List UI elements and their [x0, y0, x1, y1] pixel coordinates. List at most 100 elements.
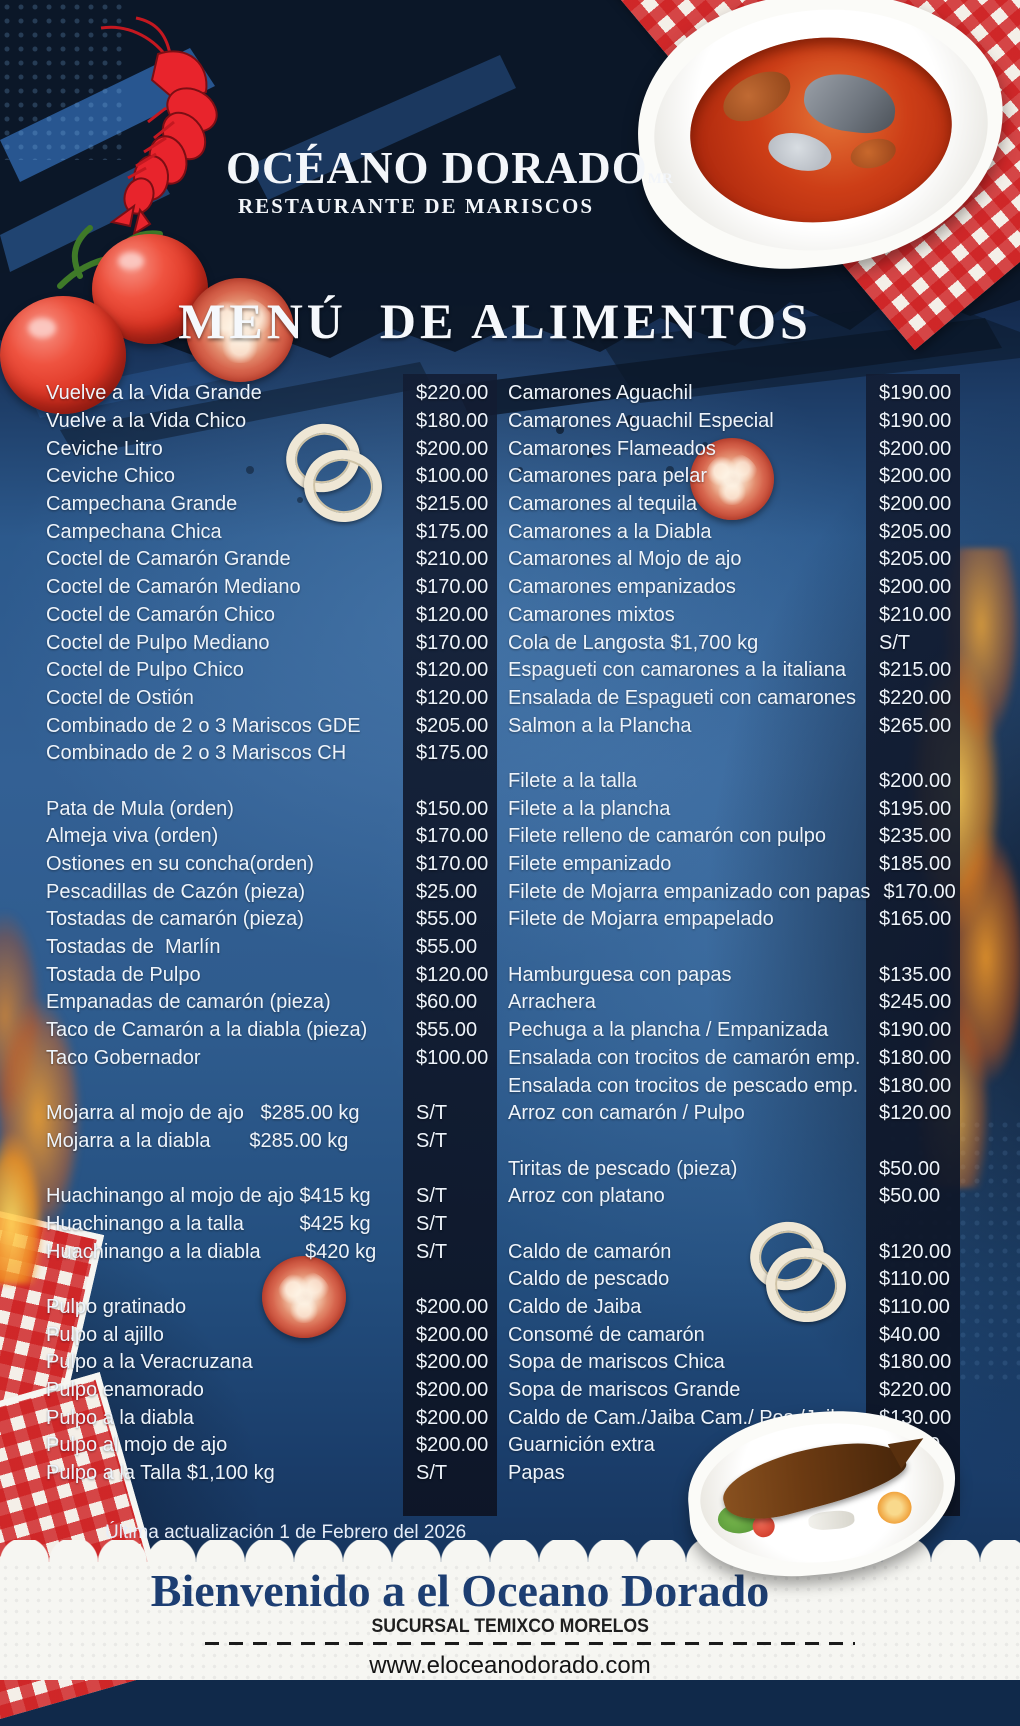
- menu-column-right: Camarones Aguachil $190.00 Camarones Agu…: [508, 374, 960, 1516]
- menu-item-price: $120.00: [879, 1102, 952, 1125]
- menu-item-name: Pescadillas de Cazón (pieza): [46, 880, 306, 903]
- menu-item-price: $210.00: [416, 548, 489, 571]
- menu-item-row: Camarones Aguachil $190.00: [508, 380, 960, 408]
- menu-item-price: $190.00: [879, 1019, 952, 1042]
- menu-item-price: $200.00: [879, 576, 952, 599]
- menu-item-price: $100.00: [416, 465, 489, 488]
- menu-item-row: Pescadillas de Cazón (pieza) $25.00: [46, 878, 497, 906]
- menu-item-price: $220.00: [879, 1379, 952, 1402]
- menu-item-price: $100.00: [416, 1046, 489, 1069]
- menu-item-row: Pulpo a la Veracruzana $200.00: [46, 1349, 497, 1377]
- tomato-slice: [262, 1256, 346, 1338]
- menu-item-row: Coctel de Camarón Chico $120.00: [46, 602, 497, 630]
- menu-item-price: $235.00: [879, 825, 952, 848]
- welcome-message: Bienvenido a el Oceano Dorado: [150, 1565, 770, 1616]
- menu-item-price: $180.00: [416, 410, 489, 433]
- menu-item-name: Camarones a la Diabla: [508, 520, 712, 543]
- branch-label: SUCURSAL TEMIXCO MORELOS: [0, 1616, 1020, 1638]
- menu-item-row: Filete relleno de camarón con pulpo $235…: [508, 823, 960, 851]
- menu-item-price: S/T: [416, 1240, 448, 1263]
- menu-item-price: $200.00: [879, 493, 952, 516]
- last-updated-note: Última actualización 1 de Febrero del 20…: [105, 1522, 467, 1543]
- menu-item-name: Consomé de camarón: [508, 1323, 705, 1346]
- menu-item-row: Caldo de Jaiba $110.00: [508, 1294, 960, 1322]
- menu-item-row: Tostadas de camarón (pieza) $55.00: [46, 906, 497, 934]
- menu-item-price: $55.00: [416, 1019, 478, 1042]
- menu-item-name: Combinado de 2 o 3 Mariscos CH: [46, 742, 347, 765]
- menu-item-row: Pulpo al mojo de ajo $200.00: [46, 1432, 497, 1460]
- menu-item-name: Camarones empanizados: [508, 576, 736, 599]
- menu-item-name: Pulpo gratinado: [46, 1296, 187, 1319]
- menu-item-price: $215.00: [416, 493, 489, 516]
- menu-item-name: Filete de Mojarra empapelado: [508, 908, 774, 931]
- menu-item-name: Vuelve a la Vida Chico: [46, 410, 247, 433]
- menu-item-row: Tostada de Pulpo $120.00: [46, 961, 497, 989]
- menu-item-price: S/T: [416, 1129, 448, 1152]
- menu-item-price: S/T: [416, 1212, 448, 1235]
- menu-item-row: Filete empanizado $185.00: [508, 851, 960, 879]
- menu-item-price: $170.00: [416, 631, 489, 654]
- soup-bowl-photo: [626, 0, 1016, 282]
- menu-item-price: $215.00: [879, 659, 952, 682]
- menu-item-row: Campechana Chica $175.00: [46, 518, 497, 546]
- menu-item-price: $200.00: [416, 1323, 489, 1346]
- menu-item-row: Filete de Mojarra empapelado $165.00: [508, 906, 960, 934]
- menu-item-name: Pulpo a la Talla $1,100 kg: [46, 1462, 275, 1485]
- menu-item-name: Mojarra a la diabla $285.00 kg: [46, 1129, 349, 1152]
- menu-item-name: Camarones Aguachil Especial: [508, 410, 774, 433]
- menu-item-row: Camarones Flameados $200.00: [508, 435, 960, 463]
- menu-item-name: Huachinango a la diabla $420 kg: [46, 1240, 377, 1263]
- menu-item-name: Coctel de Camarón Grande: [46, 548, 291, 571]
- menu-item-row: Vuelve a la Vida Chico $180.00: [46, 408, 497, 436]
- menu-item-name: Pulpo a la Veracruzana: [46, 1351, 253, 1374]
- menu-item-price: $150.00: [416, 797, 489, 820]
- menu-item-row: [508, 740, 960, 768]
- menu-item-row: Huachinango al mojo de ajo $415 kg S/T: [46, 1183, 497, 1211]
- menu-item-name: Sopa de mariscos Chica: [508, 1351, 725, 1374]
- menu-item-price: $180.00: [879, 1046, 952, 1069]
- menu-item-price: $50.00: [879, 1185, 941, 1208]
- menu-item-name: Pulpo al mojo de ajo: [46, 1434, 228, 1457]
- menu-item-row: [508, 1128, 960, 1156]
- menu-item-row: Filete a la talla $200.00: [508, 768, 960, 796]
- menu-item-name: Empanadas de camarón (pieza): [46, 991, 331, 1014]
- menu-item-price: $245.00: [879, 991, 952, 1014]
- menu-item-row: Sopa de mariscos Chica $180.00: [508, 1349, 960, 1377]
- menu-item-price: S/T: [416, 1185, 448, 1208]
- menu-item-name: Mojarra al mojo de ajo $285.00 kg: [46, 1102, 360, 1125]
- menu-item-row: Caldo de pescado $110.00: [508, 1266, 960, 1294]
- menu-item-price: $185.00: [879, 853, 952, 876]
- menu-item-price: $135.00: [879, 963, 952, 986]
- menu-item-name: Tostada de Pulpo: [46, 963, 201, 986]
- menu-item-row: Taco de Camarón a la diabla (pieza) $55.…: [46, 1017, 497, 1045]
- menu-item-price: $210.00: [879, 603, 952, 626]
- menu-item-price: $40.00: [879, 1323, 941, 1346]
- menu-item-row: Almeja viva (orden) $170.00: [46, 823, 497, 851]
- menu-item-price: $200.00: [416, 1296, 489, 1319]
- menu-item-row: Filete a la plancha $195.00: [508, 795, 960, 823]
- menu-item-row: Combinado de 2 o 3 Mariscos GDE $205.00: [46, 712, 497, 740]
- menu-item-price: $200.00: [416, 1406, 489, 1429]
- menu-item-price: $25.00: [416, 880, 478, 903]
- logo-trademark: MR: [647, 171, 673, 187]
- menu-item-name: Coctel de Pulpo Mediano: [46, 631, 270, 654]
- menu-item-name: Campechana Grande: [46, 493, 238, 516]
- menu-item-name: Ceviche Litro: [46, 437, 163, 460]
- menu-item-price: $60.00: [416, 991, 478, 1014]
- menu-item-row: [46, 1155, 497, 1183]
- menu-item-price: $170.00: [416, 576, 489, 599]
- menu-item-name: Pata de Mula (orden): [46, 797, 234, 820]
- menu-item-name: Pulpo a la diabla: [46, 1406, 194, 1429]
- menu-item-name: Coctel de Pulpo Chico: [46, 659, 244, 682]
- menu-item-row: Ensalada de Espagueti con camarones $220…: [508, 685, 960, 713]
- menu-item-price: $205.00: [879, 520, 952, 543]
- menu-item-row: Vuelve a la Vida Grande $220.00: [46, 380, 497, 408]
- menu-item-name: Camarones al tequila: [508, 493, 697, 516]
- menu-item-price: $175.00: [416, 520, 489, 543]
- menu-item-row: [46, 768, 497, 796]
- menu-item-price: $195.00: [879, 797, 952, 820]
- menu-item-row: Camarones empanizados $200.00: [508, 574, 960, 602]
- menu-item-name: Taco Gobernador: [46, 1046, 201, 1069]
- menu-item-price: $170.00: [416, 853, 489, 876]
- menu-item-row: Ceviche Litro $200.00: [46, 435, 497, 463]
